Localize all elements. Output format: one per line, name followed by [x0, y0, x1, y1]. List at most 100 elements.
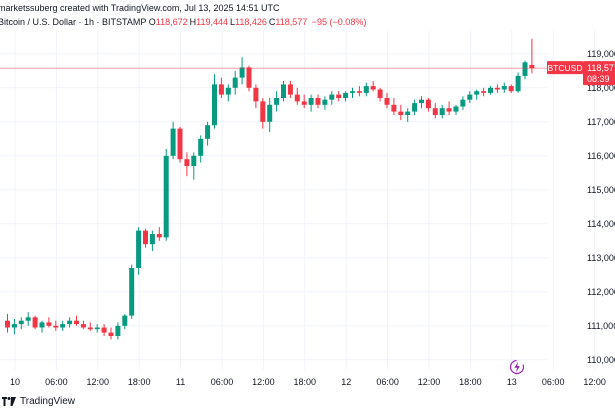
candle-body: [80, 324, 86, 328]
y-tick-label: 117,000: [587, 117, 615, 127]
candle-body: [246, 67, 252, 88]
price-change: −95 (−0.08%): [311, 17, 367, 27]
replay-icon-ring: [509, 359, 525, 375]
candle-body: [294, 94, 300, 102]
ohlc-key-o: O: [148, 17, 156, 27]
x-tick-label: 10: [10, 377, 20, 387]
candle-body: [198, 138, 204, 156]
candle-body: [425, 99, 431, 109]
candle-body: [143, 230, 148, 245]
x-tick-label: 06:00: [542, 377, 565, 387]
candle-body: [239, 67, 245, 78]
x-tick-label: 18:00: [459, 377, 482, 387]
candle-body: [163, 155, 169, 238]
replay-icon-bolt: [514, 361, 520, 373]
candle-body: [122, 315, 128, 326]
replay-icon[interactable]: [509, 359, 525, 375]
ohlc-values: O118,672 H119,444 L118,426 C118,577: [149, 17, 310, 27]
ohlc-value-c: 118,577: [275, 17, 308, 27]
candle-body: [5, 320, 10, 328]
candle-body: [212, 84, 217, 126]
candle-body: [115, 325, 121, 336]
candle-body: [308, 98, 314, 105]
x-tick-label: 12:00: [87, 377, 110, 387]
author-line: marketssuberg created with TradingView.c…: [0, 3, 280, 13]
ohlc-value-h: 119,444: [196, 17, 228, 27]
candle-body: [356, 91, 362, 93]
ohlc-value-l: 118,426: [235, 17, 267, 27]
candle-body: [101, 327, 107, 333]
candle-body: [94, 327, 100, 330]
candle-body: [170, 128, 176, 156]
tradingview-logo[interactable]: TradingView: [2, 395, 75, 407]
price-tag-bg: [583, 61, 615, 86]
y-tick-label: 114,000: [587, 219, 615, 229]
candle-body: [225, 87, 231, 95]
candle-body: [453, 106, 459, 112]
candle-body: [218, 84, 224, 95]
candle-body: [432, 108, 438, 115]
candle-body: [11, 324, 17, 328]
candle-body: [191, 155, 197, 166]
candle-body: [370, 86, 376, 90]
x-tick-label: 12:00: [583, 377, 606, 387]
x-tick-label: 13: [507, 377, 517, 387]
candle-body: [467, 94, 473, 100]
candle-body: [60, 324, 66, 328]
candle-body: [329, 94, 335, 100]
candle-body: [336, 94, 342, 98]
candle-body: [515, 75, 521, 92]
last-price-tag: BTCUSD 118,57708:39: [547, 61, 615, 86]
y-tick-label: 118,000: [587, 83, 615, 93]
grid: [0, 30, 596, 370]
candle-body: [377, 89, 383, 98]
symbol-tag-label: BTCUSD: [548, 63, 583, 73]
candle-body: [32, 317, 38, 328]
price-tag-countdown: 08:39: [587, 74, 610, 84]
candle-body: [343, 92, 349, 98]
candle-body: [494, 87, 500, 90]
y-tick-label: 113,000: [587, 253, 615, 263]
candle-body: [481, 91, 487, 93]
candle-body: [405, 111, 411, 115]
candle-body: [446, 108, 452, 112]
x-tick-label: 12:00: [418, 377, 441, 387]
candle-body: [501, 86, 507, 90]
y-tick-label: 112,000: [587, 287, 615, 297]
x-tick-label: 11: [176, 377, 185, 387]
candle-body: [129, 268, 135, 316]
candles: [5, 38, 535, 340]
candle-body: [508, 86, 514, 92]
candle-body: [522, 62, 528, 76]
candle-body: [529, 64, 535, 69]
tradingview-brand: TradingView: [20, 395, 76, 407]
symbol-ohlc-line: Bitcoin / U.S. Dollar · 1h · BITSTAMP O1…: [0, 17, 368, 28]
candle-body: [177, 128, 183, 160]
time-axis[interactable]: 10 06:00 12:00 18:00 11 06:00 12:00 18:00 12 06:0…: [10, 377, 615, 387]
candle-body: [18, 320, 24, 325]
candle-body: [149, 234, 155, 245]
candle-body: [260, 101, 266, 122]
candle-body: [253, 87, 259, 102]
candle-body: [205, 125, 211, 139]
y-tick-label: 110,000: [587, 355, 615, 365]
candle-body: [439, 108, 445, 115]
x-tick-label: 06:00: [211, 377, 234, 387]
y-tick-label: 119,000: [587, 49, 615, 59]
candle-body: [460, 99, 466, 107]
x-tick-label: 06:00: [45, 377, 68, 387]
y-tick-label: 115,000: [587, 185, 615, 195]
chart-header: marketssuberg created with TradingView.c…: [0, 0, 615, 30]
candle-body: [67, 320, 73, 325]
candle-body: [322, 99, 328, 105]
ohlc-value-o: 118,672: [155, 17, 188, 27]
ohlc-key-l: L: [230, 17, 236, 27]
candle-body: [287, 84, 293, 95]
x-tick-label: 12:00: [252, 377, 275, 387]
y-tick-label: 111,000: [587, 321, 615, 331]
price-axis[interactable]: 110,000 111,000 112,000 113,000 114,000 115,0…: [587, 49, 615, 365]
candle-body: [267, 104, 273, 122]
candle-body: [25, 317, 31, 321]
x-tick-label: 06:00: [376, 377, 399, 387]
symbol-info: Bitcoin / U.S. Dollar · 1h · BITSTAMP: [0, 17, 147, 27]
